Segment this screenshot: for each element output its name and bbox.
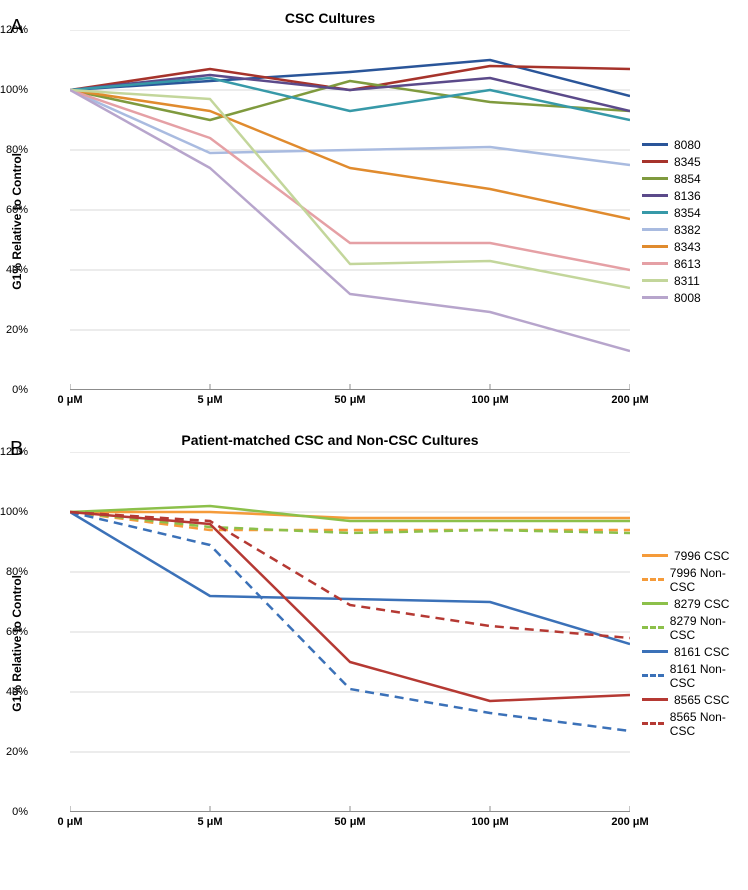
legend-swatch [642, 650, 668, 653]
legend-label: 8613 [674, 257, 701, 271]
x-tick-label: 100 μM [471, 394, 508, 406]
legend-item: 8613 [642, 257, 701, 271]
legend-label: 8279 Non-CSC [670, 614, 738, 642]
legend-swatch [642, 160, 668, 163]
panel-a-title: CSC Cultures [50, 10, 610, 26]
legend-label: 8345 [674, 155, 701, 169]
legend-label: 8008 [674, 291, 701, 305]
legend-swatch [642, 143, 668, 146]
y-tick-label: 100% [0, 506, 28, 518]
legend-swatch [642, 279, 668, 282]
legend-swatch [642, 177, 668, 180]
x-tick-label: 5 μM [197, 394, 222, 406]
legend-swatch [642, 228, 668, 231]
y-tick-label: 100% [0, 84, 28, 96]
panel-b-series-line [70, 512, 630, 701]
panel-a-legend: 8080 8345 8854 8136 8354 8382 8343 8613 8311 8008 [642, 135, 701, 308]
legend-swatch [642, 626, 664, 629]
panel-b: B Patient-matched CSC and Non-CSC Cultur… [10, 432, 738, 834]
x-tick-label: 5 μM [197, 816, 222, 828]
y-tick-label: 20% [6, 324, 28, 336]
panel-b-legend: 7996 CSC 7996 Non-CSC 8279 CSC 8279 Non-CSC… [642, 546, 738, 741]
legend-swatch [642, 722, 664, 725]
legend-item: 8161 CSC [642, 645, 738, 659]
panel-a-plot [70, 30, 630, 390]
legend-swatch [642, 245, 668, 248]
y-tick-label: 0% [12, 806, 28, 818]
x-tick-label: 50 μM [334, 816, 365, 828]
legend-item: 8565 Non-CSC [642, 710, 738, 738]
legend-swatch [642, 262, 668, 265]
legend-label: 7996 Non-CSC [670, 566, 738, 594]
panel-b-series-line [70, 512, 630, 533]
legend-item: 8854 [642, 172, 701, 186]
legend-item: 8279 CSC [642, 597, 738, 611]
legend-item: 8343 [642, 240, 701, 254]
legend-label: 8343 [674, 240, 701, 254]
y-tick-label: 80% [6, 566, 28, 578]
legend-item: 8161 Non-CSC [642, 662, 738, 690]
legend-item: 8382 [642, 223, 701, 237]
legend-label: 8382 [674, 223, 701, 237]
panel-b-xticks: 0 μM5 μM50 μM100 μM200 μM [70, 816, 630, 834]
legend-swatch [642, 554, 668, 557]
y-tick-label: 20% [6, 746, 28, 758]
legend-label: 8565 Non-CSC [670, 710, 738, 738]
legend-swatch [642, 578, 664, 581]
legend-item: 8354 [642, 206, 701, 220]
legend-label: 8136 [674, 189, 701, 203]
legend-swatch [642, 194, 668, 197]
legend-label: 8354 [674, 206, 701, 220]
legend-label: 8854 [674, 172, 701, 186]
y-tick-label: 0% [12, 384, 28, 396]
panel-a-series-line [70, 66, 630, 90]
legend-item: 7996 CSC [642, 549, 738, 563]
legend-item: 8345 [642, 155, 701, 169]
y-tick-label: 80% [6, 144, 28, 156]
panel-a-series-line [70, 90, 630, 270]
x-tick-label: 0 μM [57, 394, 82, 406]
legend-item: 7996 Non-CSC [642, 566, 738, 594]
x-tick-label: 50 μM [334, 394, 365, 406]
panel-a-series-line [70, 81, 630, 120]
x-tick-label: 200 μM [611, 394, 648, 406]
legend-label: 8080 [674, 138, 701, 152]
legend-item: 8080 [642, 138, 701, 152]
y-tick-label: 60% [6, 626, 28, 638]
panel-a: A CSC Cultures G1% Relative to Control 0… [10, 10, 738, 412]
x-tick-label: 100 μM [471, 816, 508, 828]
legend-item: 8008 [642, 291, 701, 305]
legend-label: 8311 [674, 274, 700, 288]
panel-b-plot [70, 452, 630, 812]
legend-item: 8311 [642, 274, 701, 288]
x-tick-label: 0 μM [57, 816, 82, 828]
panel-a-xticks: 0 μM5 μM50 μM100 μM200 μM [70, 394, 630, 412]
legend-swatch [642, 602, 668, 605]
y-tick-label: 40% [6, 264, 28, 276]
legend-swatch [642, 698, 668, 701]
x-tick-label: 200 μM [611, 816, 648, 828]
panel-b-title: Patient-matched CSC and Non-CSC Cultures [50, 432, 610, 448]
legend-item: 8279 Non-CSC [642, 614, 738, 642]
legend-label: 8161 CSC [674, 645, 729, 659]
legend-label: 7996 CSC [674, 549, 729, 563]
legend-item: 8565 CSC [642, 693, 738, 707]
legend-label: 8279 CSC [674, 597, 729, 611]
legend-item: 8136 [642, 189, 701, 203]
y-tick-label: 60% [6, 204, 28, 216]
panel-b-series-line [70, 512, 630, 518]
y-tick-label: 120% [0, 24, 28, 36]
legend-swatch [642, 211, 668, 214]
y-tick-label: 120% [0, 446, 28, 458]
legend-swatch [642, 674, 664, 677]
panel-b-series-line [70, 512, 630, 644]
legend-swatch [642, 296, 668, 299]
legend-label: 8565 CSC [674, 693, 729, 707]
y-tick-label: 40% [6, 686, 28, 698]
legend-label: 8161 Non-CSC [670, 662, 738, 690]
